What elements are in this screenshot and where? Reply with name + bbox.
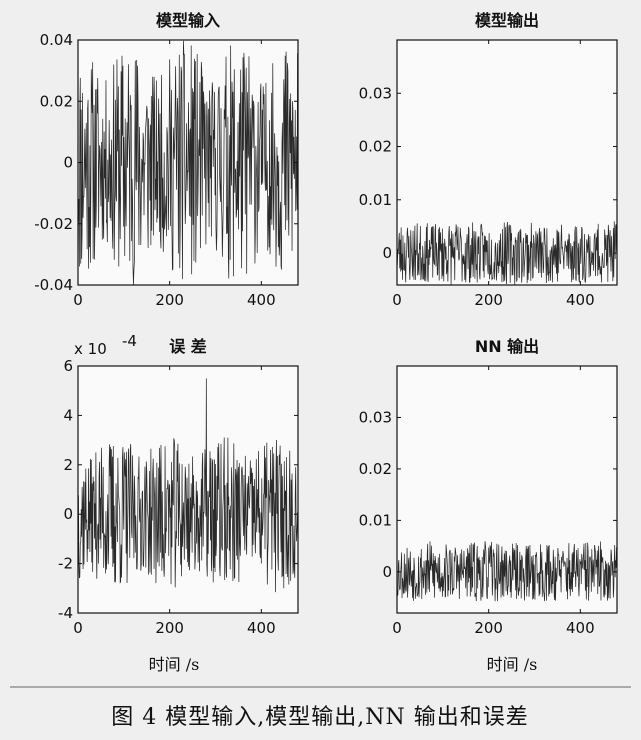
x-tick-label: 0 [73, 291, 83, 309]
plot-frame [77, 365, 299, 614]
y-tick-label: -0.04 [34, 276, 73, 294]
x-tick-label: 400 [566, 291, 595, 309]
panel-nn-output: NN 输出 0 0.01 0.02 0.03 0 200 400 [359, 337, 618, 637]
y-tick-label: 0 [63, 505, 73, 523]
y-tick-label: 0 [382, 563, 392, 581]
series-line [397, 541, 617, 602]
x-tick-label: 0 [392, 291, 402, 309]
y-tick-label: -2 [58, 555, 73, 573]
x-tick-label: 200 [474, 619, 503, 637]
y-tick-label: 0.02 [359, 460, 392, 478]
y-tick-label: 2 [63, 456, 73, 474]
y-tick-label: 0.01 [359, 511, 392, 529]
series-line [78, 40, 298, 285]
y-multiplier-exponent: -4 [122, 332, 137, 350]
x-tick-label: 400 [247, 291, 276, 309]
panel-model-output: 模型输出 0 0.01 0.02 0.03 0 200 400 [359, 11, 618, 309]
y-tick-label: 0.01 [359, 191, 392, 209]
y-tick-label: 0.02 [40, 92, 73, 110]
x-tick-label: 0 [392, 619, 402, 637]
y-tick-label: -4 [58, 604, 73, 622]
x-tick-label: 400 [566, 619, 595, 637]
chart-title: 模型输入 [156, 11, 220, 30]
y-tick-label: 4 [63, 406, 73, 424]
y-tick-label: 0.03 [359, 84, 392, 102]
panel-model-input: 模型输入 -0.04 -0.02 0 0.02 0.04 0 200 400 [34, 11, 299, 309]
chart-title: NN 输出 [475, 337, 539, 356]
y-tick-label: 0.03 [359, 408, 392, 426]
plot-frame [396, 365, 618, 614]
x-tick-label: 200 [474, 291, 503, 309]
y-multiplier: x 10 [74, 340, 107, 358]
figure-caption: 图 4 模型输入,模型输出,NN 输出和误差 [111, 705, 528, 730]
x-tick-label: 400 [247, 619, 276, 637]
series-line [397, 221, 617, 285]
x-axis-label-left: 时间 /s [149, 655, 200, 674]
y-tick-label: 6 [63, 357, 73, 375]
panel-error: 误 差 x 10 -4 -4 -2 0 2 4 6 0 200 400 [58, 332, 299, 637]
series-line [78, 378, 298, 593]
y-tick-label: 0 [63, 154, 73, 172]
chart-title: 模型输出 [475, 11, 539, 30]
y-tick-label: 0 [382, 244, 392, 262]
x-axis-label-right: 时间 /s [487, 655, 538, 674]
x-tick-label: 200 [155, 619, 184, 637]
plot-frame [396, 39, 618, 286]
y-tick-label: 0.04 [40, 31, 73, 49]
x-tick-label: 200 [155, 291, 184, 309]
y-tick-label: 0.02 [359, 138, 392, 156]
x-tick-label: 0 [73, 619, 83, 637]
chart-title: 误 差 [169, 337, 207, 356]
y-tick-label: -0.02 [34, 215, 73, 233]
